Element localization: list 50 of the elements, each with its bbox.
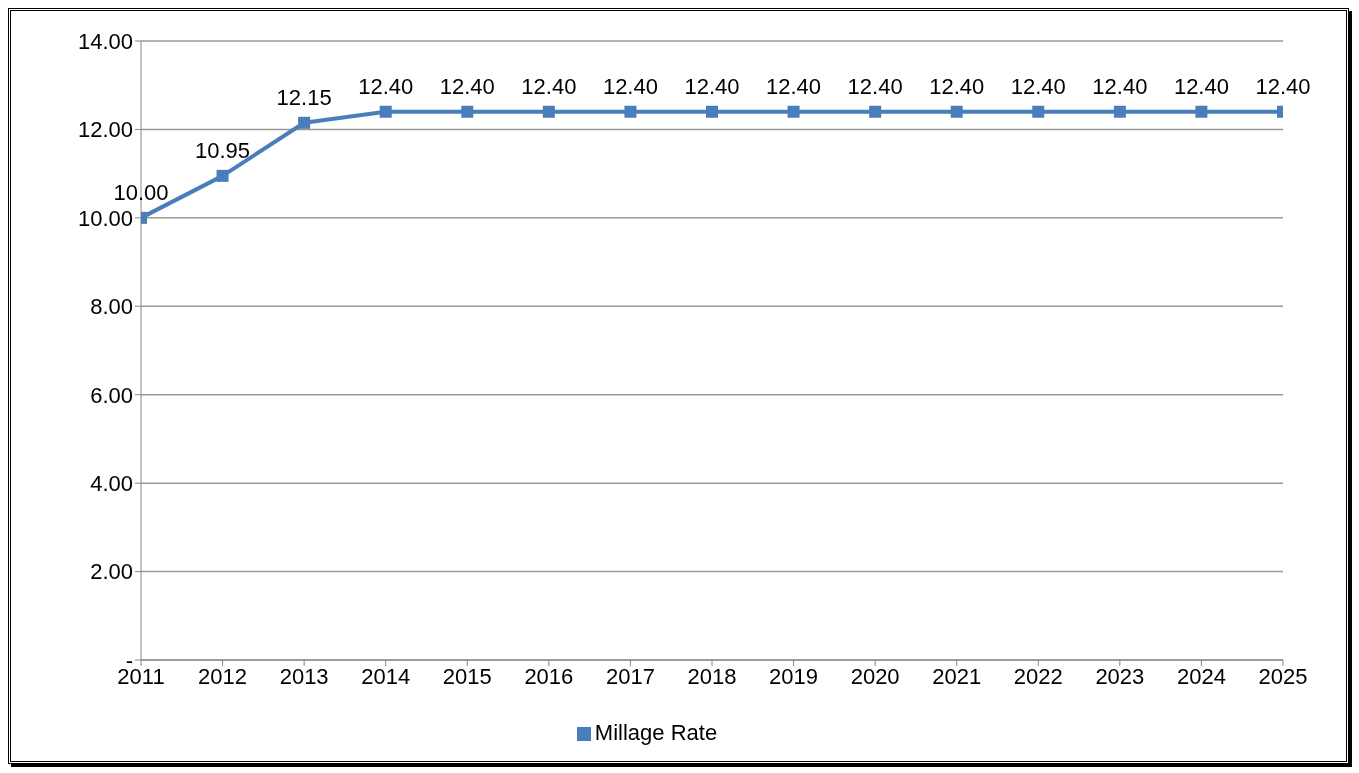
data-label: 12.40	[684, 73, 740, 99]
x-tick-label: 2022	[1013, 663, 1063, 689]
point	[298, 116, 311, 129]
data-label: 12.40	[1010, 73, 1066, 99]
x-tick-label: 2017	[605, 663, 655, 689]
point	[787, 105, 800, 118]
y-tick-label: 12.00	[77, 117, 133, 143]
y-tick-label: 8.00	[90, 294, 133, 320]
x-tick-label: 2012	[198, 663, 248, 689]
data-label: 12.40	[521, 73, 577, 99]
data-label: 12.40	[602, 73, 658, 99]
point	[542, 105, 555, 118]
y-tick-label: 4.00	[90, 470, 133, 496]
x-tick-label: 2021	[932, 663, 982, 689]
point	[706, 105, 718, 118]
legend-label: Millage Rate	[594, 720, 718, 745]
y-tick-label: 14.00	[77, 28, 133, 54]
point	[869, 105, 882, 118]
point	[461, 105, 474, 118]
y-tick-label: 10.00	[77, 205, 133, 231]
data-label: 12.15	[276, 84, 332, 110]
x-tick-label: 2025	[1258, 663, 1308, 689]
data-label: 12.40	[1092, 73, 1148, 99]
y-tick-label: 2.00	[90, 559, 133, 585]
x-tick-label: 2023	[1095, 663, 1145, 689]
x-tick-label: 2020	[850, 663, 900, 689]
x-tick-label: 2018	[687, 663, 737, 689]
data-label: 12.40	[439, 73, 495, 99]
data-label: 10.00	[113, 179, 169, 205]
point	[1032, 105, 1045, 118]
data-label: 12.40	[1173, 73, 1229, 99]
x-tick-label: 2013	[279, 663, 329, 689]
point	[216, 169, 229, 182]
point	[1195, 105, 1208, 118]
data-label: 12.40	[847, 73, 903, 99]
data-label: 12.40	[1255, 73, 1311, 99]
x-tick-label: 2015	[442, 663, 492, 689]
data-label: 10.95	[195, 137, 251, 163]
x-tick-label: 2019	[769, 663, 819, 689]
point	[950, 105, 963, 118]
data-label: 12.40	[766, 73, 822, 99]
y-tick-label: 6.00	[90, 382, 133, 408]
x-tick-label: 2024	[1176, 663, 1226, 689]
data-label: 12.40	[929, 73, 985, 99]
point	[624, 105, 637, 118]
x-tick-label: 2016	[524, 663, 574, 689]
point	[1113, 105, 1126, 118]
x-tick-label: 2014	[361, 663, 411, 689]
point	[379, 105, 392, 118]
data-label: 12.40	[358, 73, 414, 99]
